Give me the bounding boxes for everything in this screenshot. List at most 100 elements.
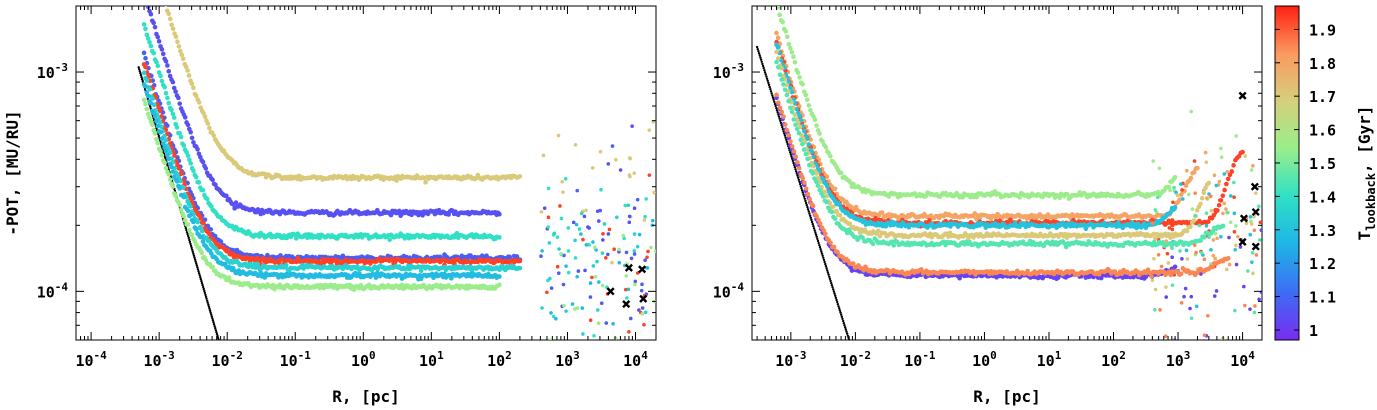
series-point bbox=[929, 221, 935, 227]
series-point bbox=[808, 107, 813, 113]
scatter-point bbox=[642, 322, 646, 327]
series-point bbox=[805, 191, 811, 197]
scatter-point bbox=[632, 232, 637, 236]
series-point bbox=[834, 208, 839, 214]
series-point bbox=[775, 100, 781, 105]
point-mass-point bbox=[211, 319, 215, 322]
point-mass-point bbox=[805, 203, 808, 207]
scatter-point bbox=[1205, 196, 1209, 200]
series-point bbox=[797, 75, 802, 80]
series-point bbox=[1225, 176, 1231, 182]
series-point bbox=[257, 258, 263, 264]
scatter-point bbox=[627, 329, 631, 334]
series-point bbox=[283, 262, 289, 268]
series-point bbox=[1222, 187, 1227, 193]
point-mass-point bbox=[208, 307, 211, 310]
series-point bbox=[798, 172, 804, 177]
series-point bbox=[825, 184, 830, 190]
series-point bbox=[211, 133, 217, 138]
series-point bbox=[160, 141, 166, 146]
point-mass-point bbox=[818, 246, 822, 249]
point-mass-point bbox=[833, 292, 836, 295]
series-point bbox=[175, 172, 180, 177]
series-point bbox=[1194, 208, 1200, 213]
scatter-point bbox=[1232, 195, 1236, 199]
series-point bbox=[191, 168, 196, 174]
cross-marker bbox=[606, 287, 615, 296]
axes: 10-4 10-3 10-2 10-1 100 101 102 103 10410-410-3R… bbox=[3, 6, 656, 406]
point-mass-point bbox=[765, 75, 768, 78]
series-point bbox=[800, 82, 805, 87]
scatter-point bbox=[1221, 211, 1225, 216]
scatter-point bbox=[1174, 190, 1178, 195]
series-point bbox=[774, 0, 779, 5]
series-point bbox=[152, 114, 158, 119]
series-point bbox=[167, 177, 173, 182]
series-point bbox=[187, 157, 192, 163]
point-mass-point bbox=[800, 189, 804, 192]
series-point bbox=[159, 47, 165, 52]
series-point bbox=[171, 115, 177, 120]
point-mass-point bbox=[203, 291, 207, 295]
series-point bbox=[191, 85, 196, 91]
series-point bbox=[1225, 255, 1231, 261]
series-point bbox=[158, 148, 163, 154]
series-point bbox=[148, 43, 154, 49]
scatter-point bbox=[588, 318, 593, 322]
series-point bbox=[185, 153, 191, 158]
series-point bbox=[366, 282, 372, 288]
series-point bbox=[159, 78, 165, 84]
point-mass-point bbox=[838, 309, 842, 312]
point-mass-point bbox=[820, 252, 824, 255]
series-point bbox=[784, 127, 790, 133]
scatter-point bbox=[633, 282, 637, 287]
scatter-point bbox=[645, 255, 649, 260]
series-point bbox=[1172, 205, 1178, 210]
scatter-point bbox=[1188, 306, 1192, 311]
point-mass-point bbox=[830, 284, 834, 287]
point-mass-point bbox=[775, 106, 778, 110]
scatter-point bbox=[1238, 245, 1243, 249]
series-point bbox=[162, 84, 167, 90]
point-mass-point bbox=[777, 115, 781, 118]
series-point bbox=[387, 237, 392, 243]
series-point bbox=[177, 130, 183, 136]
point-mass-point bbox=[214, 327, 217, 330]
scatter-point bbox=[643, 214, 647, 219]
scatter-point bbox=[1234, 224, 1238, 228]
point-mass-point bbox=[157, 134, 161, 138]
series-point bbox=[199, 234, 204, 240]
point-mass-point bbox=[195, 262, 198, 265]
series-point bbox=[832, 186, 838, 192]
point-mass-point bbox=[771, 94, 774, 97]
series-t-1-02-gyr bbox=[774, 95, 1262, 340]
series-point bbox=[141, 70, 147, 76]
point-mass-point bbox=[773, 100, 776, 104]
scatter-point bbox=[542, 206, 547, 210]
series-point bbox=[1184, 228, 1190, 234]
scatter-point bbox=[627, 220, 632, 225]
scatter-point bbox=[647, 173, 652, 177]
point-mass-point bbox=[767, 83, 771, 87]
series-point bbox=[181, 194, 187, 200]
point-mass-point bbox=[822, 256, 825, 260]
series-point bbox=[158, 73, 163, 79]
series-point bbox=[1188, 224, 1193, 230]
series-point bbox=[144, 78, 150, 83]
series-point bbox=[182, 218, 188, 223]
y-tick-label: 10-3 bbox=[37, 61, 68, 82]
series-point bbox=[810, 171, 816, 176]
series-point bbox=[775, 56, 781, 61]
scatter-point bbox=[1153, 308, 1157, 312]
scatter-point bbox=[1209, 208, 1214, 213]
scatter-point bbox=[1170, 255, 1174, 260]
scatter-point bbox=[1234, 243, 1238, 248]
scatter-point bbox=[1153, 208, 1158, 212]
point-mass-point bbox=[843, 324, 846, 327]
point-mass-point bbox=[821, 254, 824, 257]
series-point bbox=[820, 176, 825, 182]
scatter-point bbox=[1199, 272, 1203, 276]
series-point bbox=[786, 98, 791, 104]
scatter-point bbox=[540, 306, 544, 310]
series-point bbox=[835, 249, 840, 255]
